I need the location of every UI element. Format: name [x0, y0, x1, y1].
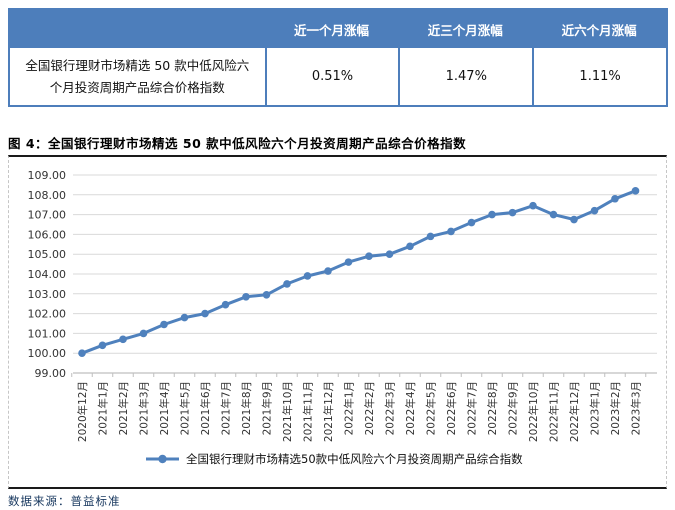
data-point	[385, 250, 394, 258]
x-axis-category-label: 2022年1月	[343, 381, 356, 435]
x-axis-category-label: 2022年5月	[425, 381, 438, 435]
value-6m-change: 1.11%	[532, 48, 666, 105]
legend-label: 全国银行理财市场精选50款中低风险六个月投资周期产品综合指数	[186, 452, 523, 466]
summary-table-header-row: 近一个月涨幅 近三个月涨幅 近六个月涨幅	[10, 10, 666, 48]
figure-box: 109.00 108.00 107.00 106.00 105.00 104.00 103.…	[8, 155, 667, 489]
data-point	[283, 280, 291, 288]
x-axis-category-label: 2021年6月	[199, 381, 212, 435]
data-point	[119, 335, 127, 344]
y-axis-tick-label: 102.00	[28, 308, 67, 321]
y-axis-tick-label: 100.00	[28, 347, 67, 360]
data-point	[139, 329, 148, 338]
data-point	[549, 210, 558, 219]
figure-caption: 图 4：全国银行理财市场精选 50 款中低风险六个月投资周期产品综合价格指数	[8, 136, 467, 151]
x-axis-category-label: 2022年2月	[363, 381, 376, 435]
x-axis-category-label: 2022年11月	[548, 381, 561, 442]
data-point	[508, 208, 517, 217]
value-1m-change: 0.51%	[264, 48, 399, 105]
x-axis-category-label: 2022年8月	[486, 381, 499, 435]
value-3m-change: 1.47%	[398, 48, 532, 105]
data-point	[98, 341, 107, 350]
x-axis-category-label: 2021年12月	[322, 381, 335, 442]
y-axis-tick-label: 107.00	[28, 209, 67, 222]
data-point	[180, 313, 189, 322]
y-axis-tick-label: 108.00	[28, 189, 67, 202]
x-axis-category-label: 2021年7月	[220, 381, 233, 435]
x-axis-category-label: 2021年11月	[302, 381, 315, 442]
data-point	[529, 201, 537, 210]
x-axis-category-label: 2020年12月	[76, 381, 89, 442]
header-6m-change: 近六个月涨幅	[561, 22, 637, 38]
data-point	[324, 267, 332, 275]
x-axis-category-label: 2022年12月	[568, 381, 581, 442]
x-axis-category-label: 2022年10月	[527, 381, 540, 442]
y-axis-tick-label: 104.00	[28, 268, 67, 281]
x-axis-category-label: 2023年2月	[609, 381, 622, 435]
data-point	[570, 215, 578, 224]
summary-table-data-row: 全国银行理财市场精选 50 款中低风险六个月投资周期产品综合价格指数 0.51%…	[10, 48, 666, 105]
data-point	[467, 218, 476, 227]
x-axis-category-label: 2023年3月	[630, 381, 643, 435]
x-axis-category-label: 2021年8月	[240, 381, 253, 435]
x-axis-category-label: 2021年4月	[158, 381, 171, 435]
legend-marker-dot	[158, 454, 167, 464]
y-axis-tick-label: 106.00	[28, 228, 67, 241]
y-axis-tick-label: 109.00	[28, 169, 67, 182]
summary-table: 近一个月涨幅 近三个月涨幅 近六个月涨幅 全国银行理财市场精选 50 款中低风险…	[8, 8, 668, 107]
line-chart-svg: 109.00 108.00 107.00 106.00 105.00 104.00 103.…	[28, 169, 657, 466]
data-point	[160, 320, 168, 329]
x-axis-category-label: 2021年3月	[138, 381, 151, 435]
data-point	[242, 292, 250, 301]
data-point	[590, 206, 599, 215]
x-axis-category-label: 2022年7月	[466, 381, 479, 435]
x-axis-category-label: 2021年10月	[281, 381, 294, 442]
x-axis-category-label: 2022年3月	[384, 381, 397, 435]
data-point	[406, 242, 414, 251]
x-axis-category-label: 2021年2月	[117, 381, 130, 435]
data-point	[78, 349, 86, 357]
x-axis-category-label: 2021年9月	[261, 381, 274, 435]
header-3m-change: 近三个月涨幅	[427, 22, 503, 38]
header-1m-change: 近一个月涨幅	[293, 22, 369, 38]
x-axis-category-label: 2022年6月	[445, 381, 458, 435]
data-point	[365, 252, 373, 260]
data-source-note: 数据来源：普益标准	[8, 494, 121, 508]
data-point	[344, 258, 353, 266]
data-point	[488, 210, 496, 219]
data-point	[303, 272, 312, 280]
y-axis-tick-label: 99.00	[35, 367, 67, 380]
y-axis-tick-label: 101.00	[28, 327, 67, 340]
x-axis-category-label: 2022年9月	[507, 381, 520, 435]
series-line	[80, 189, 637, 355]
data-point	[221, 300, 230, 309]
x-axis-category-label: 2023年1月	[589, 381, 602, 435]
data-point	[262, 290, 271, 299]
data-point	[631, 187, 640, 195]
index-name-cell: 全国银行理财市场精选 50 款中低风险六个月投资周期产品综合价格指数	[25, 58, 250, 95]
y-axis-tick-label: 103.00	[28, 288, 67, 301]
y-axis-tick-label: 105.00	[28, 248, 67, 261]
x-axis-category-label: 2021年1月	[97, 381, 110, 435]
data-point	[447, 227, 455, 236]
x-axis-category-label: 2022年4月	[404, 381, 417, 435]
data-point	[201, 309, 209, 318]
data-point	[611, 194, 619, 203]
data-point	[426, 232, 435, 241]
x-axis-category-label: 2021年5月	[179, 381, 192, 435]
